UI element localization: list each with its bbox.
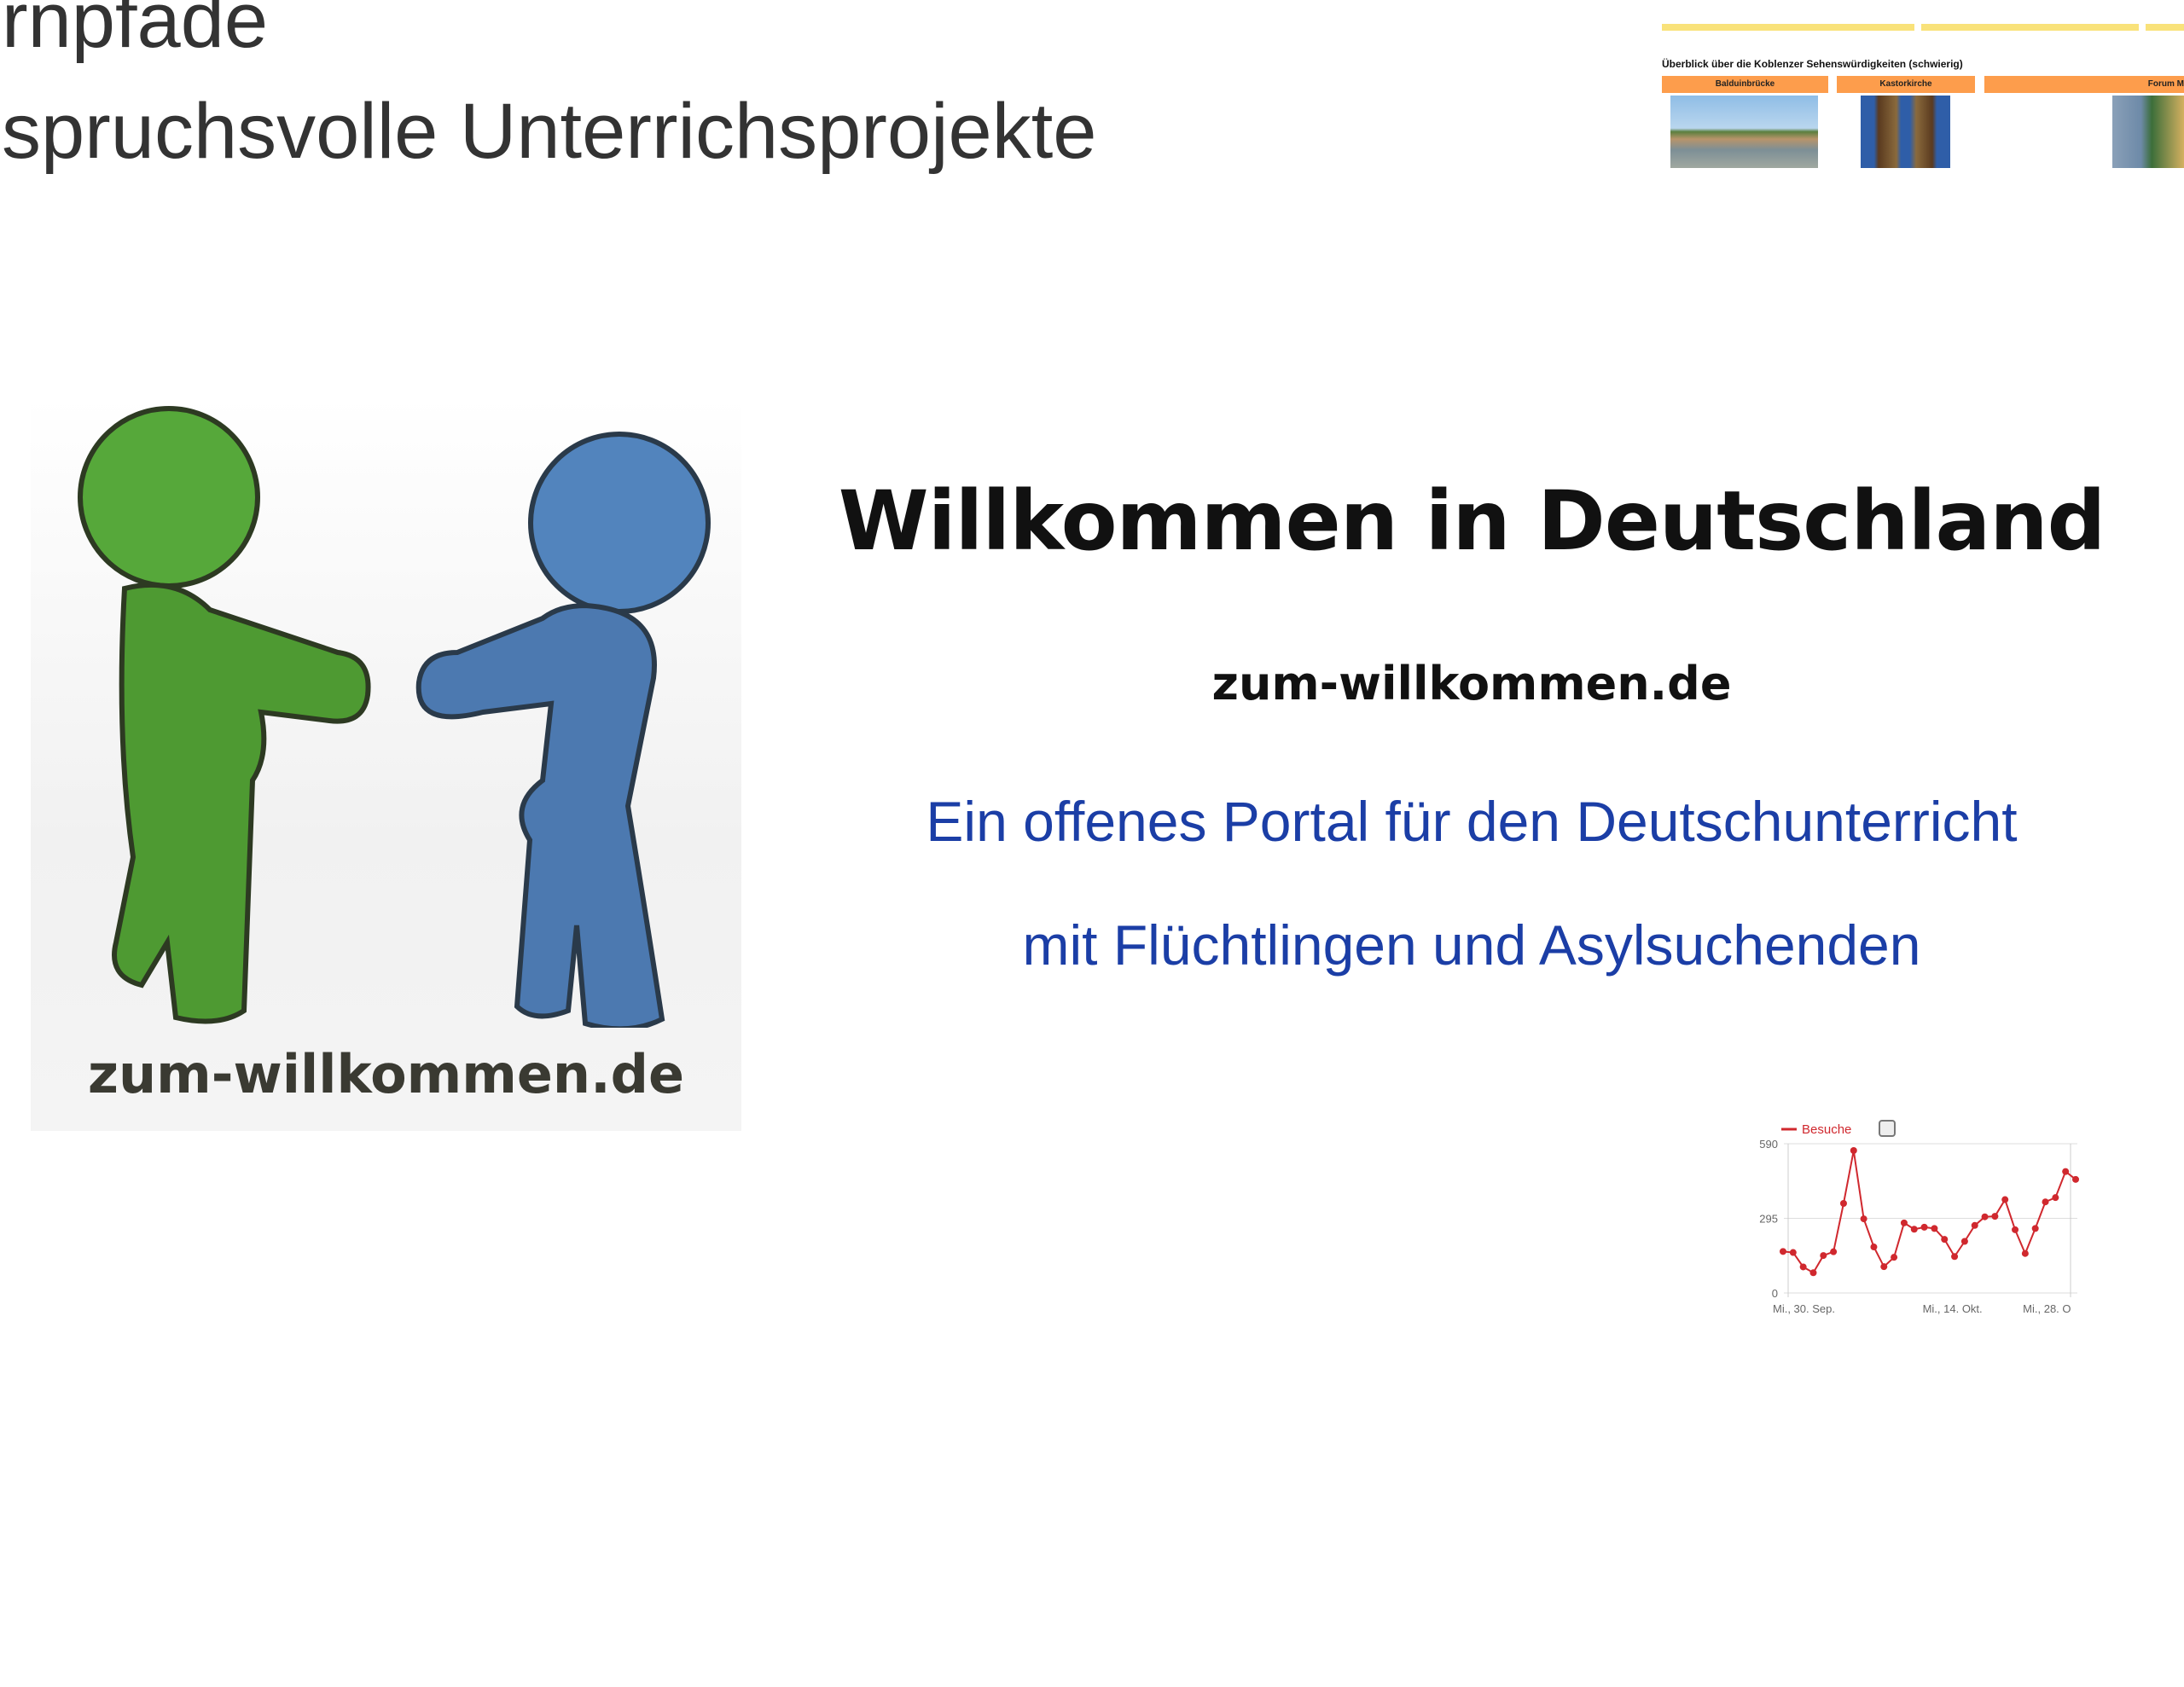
chart-type-icon[interactable] xyxy=(1879,1120,1896,1137)
visits-line-chart: Besuche 0 295 590 Mi., 30. Sep. Mi., 14. Okt… xyxy=(1759,1120,2079,1315)
data-point xyxy=(2072,1175,2079,1183)
data-point xyxy=(1860,1215,1867,1223)
series-line xyxy=(1782,1150,2077,1274)
heading-line-1: rnpfade xyxy=(2,0,269,64)
y-tick-label: 590 xyxy=(1759,1138,1778,1151)
data-point xyxy=(1951,1253,1959,1261)
x-tick-label: Mi., 28. O xyxy=(2023,1302,2071,1315)
data-point xyxy=(1780,1248,1786,1255)
data-point xyxy=(2021,1249,2029,1257)
legend-label: Besuche xyxy=(1802,1122,1851,1137)
site-name: zum-willkommen.de xyxy=(1211,657,1732,710)
yellow-bar xyxy=(1921,24,2139,31)
data-point xyxy=(1799,1263,1807,1271)
data-point xyxy=(2052,1194,2059,1202)
data-point xyxy=(1931,1225,1938,1232)
koblenz-preview-thumbnail: Überblick über die Koblenzer Sehenswürdi… xyxy=(1662,0,2184,179)
logo-image: zum-willkommen.de xyxy=(31,397,741,1131)
forum-photo xyxy=(2112,96,2184,168)
data-point xyxy=(1991,1213,1999,1220)
tab-forum: Forum M xyxy=(1984,76,2184,93)
yellow-bar xyxy=(2146,24,2184,31)
data-point xyxy=(2031,1225,2039,1232)
tagline-line-2: mit Flüchtlingen und Asylsuchenden xyxy=(1022,913,1921,977)
data-point xyxy=(1870,1244,1878,1251)
heading-line-2: spruchsvolle Unterrichsprojekte xyxy=(2,88,1097,175)
logo-text: zum-willkommen.de xyxy=(87,1043,685,1105)
data-point xyxy=(1971,1221,1978,1229)
handshake-figures-icon xyxy=(78,406,711,1032)
data-point xyxy=(1891,1254,1898,1261)
data-point xyxy=(2001,1196,2009,1203)
tab-kastorkirche: Kastorkirche xyxy=(1837,76,1975,93)
data-point xyxy=(2012,1226,2019,1233)
tab-balduinbruecke: Balduinbrücke xyxy=(1662,76,1828,93)
data-point xyxy=(1910,1226,1918,1233)
data-point xyxy=(1880,1263,1888,1271)
data-point xyxy=(1850,1147,1857,1155)
church-photo xyxy=(1861,96,1950,168)
data-point xyxy=(2062,1168,2070,1175)
x-tick-label: Mi., 30. Sep. xyxy=(1773,1302,1835,1315)
data-point xyxy=(1789,1249,1797,1256)
data-point xyxy=(1981,1213,1989,1220)
data-point xyxy=(1839,1200,1847,1207)
data-point xyxy=(1830,1248,1838,1255)
page-title: Willkommen in Deutschland xyxy=(838,473,2106,569)
data-point xyxy=(1900,1219,1908,1226)
thumbnail-caption: Überblick über die Koblenzer Sehenswürdi… xyxy=(1662,58,1963,70)
data-point xyxy=(1941,1236,1949,1244)
visits-chart: Besuche 0 295 590 Mi., 30. Sep. Mi., 14. Okt… xyxy=(1732,1113,2090,1326)
yellow-bar xyxy=(1662,24,1914,31)
data-point xyxy=(1809,1269,1817,1277)
data-point xyxy=(1920,1223,1928,1231)
y-tick-label: 0 xyxy=(1772,1287,1778,1300)
data-point xyxy=(2042,1198,2049,1206)
x-tick-label: Mi., 14. Okt. xyxy=(1923,1302,1983,1315)
y-tick-label: 295 xyxy=(1759,1213,1778,1226)
data-point xyxy=(1960,1238,1968,1245)
data-point xyxy=(1820,1252,1827,1260)
bridge-photo xyxy=(1670,96,1818,168)
tagline-line-1: Ein offenes Portal für den Deutschunterr… xyxy=(926,790,2018,853)
